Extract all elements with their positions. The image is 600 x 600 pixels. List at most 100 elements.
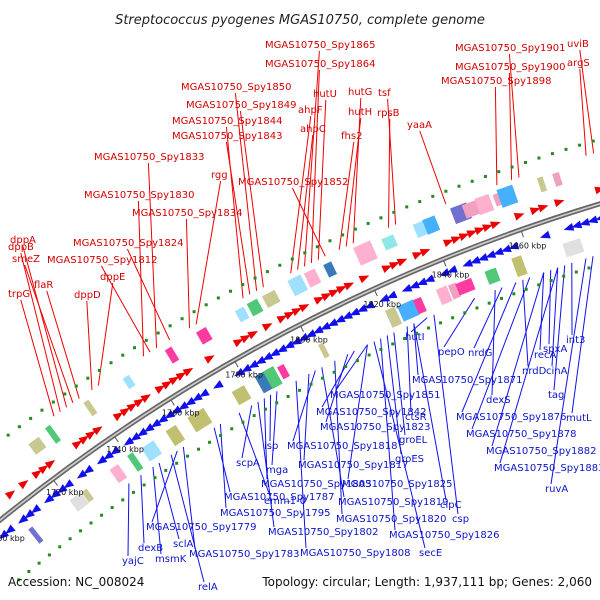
forward-label-line	[147, 162, 158, 349]
forward-gene-label: ahpC	[300, 124, 326, 135]
reverse-gene-label: MGAS10750_Spy1851	[330, 390, 440, 401]
reverse-label-line	[170, 454, 205, 583]
reverse-gene-label: MGAS10750_Spy1783	[189, 549, 299, 560]
forward-gene-label: MGAS10750_Spy1850	[181, 82, 291, 93]
reverse-label-line	[571, 256, 594, 414]
track-inner-dots-dot	[110, 506, 114, 510]
reverse-label-line	[443, 297, 476, 348]
reverse-label-line	[334, 360, 343, 515]
kbp-tick-label: 1760 kbp	[162, 408, 200, 417]
track-inner-dots-dot	[355, 359, 359, 363]
reverse-gene-label: MGAS10750_Spy1802	[268, 527, 378, 538]
forward-gene-arrow	[489, 221, 501, 230]
forward-label-line	[508, 53, 520, 178]
reverse-label-line	[373, 341, 426, 549]
track-outer-dots-dot	[315, 245, 319, 249]
reverse-gene-label: MGAS10750_Spy1795	[220, 508, 330, 519]
reverse-gene-arrow	[144, 423, 155, 432]
reverse-gene-arrow	[409, 280, 420, 289]
reverse-gene-arrow	[24, 509, 35, 519]
reverse-gene-label: MGAS10750_Spy1878	[466, 429, 576, 440]
reverse-gene-arrow	[447, 265, 458, 273]
track-outer-dots-dot	[86, 376, 90, 380]
reverse-gene-label: spxA	[543, 344, 567, 355]
forward-gene-label: MGAS10750_Spy1812	[47, 255, 157, 266]
track-outer-dots-dot	[40, 408, 44, 412]
forward-gene-arrow	[133, 398, 144, 408]
forward-label-line	[508, 72, 513, 180]
forward-gene-arrow	[31, 469, 42, 480]
reverse-gene-label: MGAS10750_Spy1871	[412, 375, 522, 386]
track-inner-dots-dot	[142, 483, 146, 487]
reverse-gene-arrow	[595, 213, 600, 221]
reverse-gene-arrow	[31, 504, 42, 514]
reverse-gene-arrow	[248, 359, 260, 369]
feature-block	[303, 268, 322, 288]
reverse-gene-arrow	[103, 450, 115, 460]
forward-gene-arrow	[232, 338, 244, 348]
kbp-tick-mark	[374, 290, 378, 297]
track-inner-dots-dot	[403, 337, 407, 341]
feature-block	[412, 296, 427, 315]
reverse-label-line	[548, 270, 552, 345]
reverse-gene-arrow	[364, 300, 376, 309]
forward-label-line	[388, 118, 391, 228]
forward-gene-arrow	[474, 227, 485, 235]
forward-label-line	[24, 264, 74, 404]
reverse-gene-label: MGAS10750_Spy1803	[261, 479, 371, 490]
reverse-gene-arrow	[276, 344, 288, 353]
feature-block	[422, 215, 441, 235]
track-outer-dots-dot	[74, 384, 78, 388]
reverse-gene-arrow	[587, 215, 599, 224]
reverse-gene-arrow	[255, 355, 267, 365]
forward-gene-label: MGAS10750_Spy1852	[238, 177, 348, 188]
forward-gene-arrow	[239, 334, 251, 344]
reverse-label-line	[471, 277, 531, 430]
kbp-tick-label: 1840 kbp	[432, 271, 470, 280]
feature-block	[254, 371, 274, 394]
track-outer-dots-dot	[6, 433, 10, 437]
track-inner-dots-dot	[524, 287, 528, 291]
forward-gene-label: MGAS10750_Spy1844	[172, 116, 282, 127]
forward-gene-arrow	[276, 315, 288, 324]
reverse-gene-arrow	[50, 489, 61, 499]
track-outer-dots-dot	[17, 425, 21, 429]
forward-gene-label: dppD	[74, 290, 101, 301]
reverse-gene-arrow	[320, 321, 332, 330]
reverse-label-line	[473, 287, 503, 349]
track-outer-dots-dot	[341, 233, 345, 237]
reverse-label-line	[213, 427, 231, 493]
reverse-gene-label: ruvA	[545, 484, 568, 495]
forward-gene-arrow	[161, 380, 173, 390]
forward-gene-label: MGAS10750_Spy1843	[172, 131, 282, 142]
reverse-gene-arrow	[164, 409, 176, 419]
forward-gene-arrow	[594, 186, 600, 195]
forward-gene-label: rgg	[211, 170, 228, 181]
kbp-tick-mark	[170, 399, 175, 406]
track-outer-dots-dot	[578, 143, 582, 147]
forward-label-line	[20, 299, 55, 417]
forward-label-line	[387, 98, 397, 225]
reverse-gene-arrow	[0, 529, 10, 540]
track-inner-dots-dot	[499, 296, 503, 300]
track-inner-dots-dot	[309, 382, 313, 386]
reverse-gene-arrow	[137, 427, 148, 437]
reverse-label-line	[461, 282, 517, 413]
feature-block	[83, 399, 98, 417]
reverse-gene-label: MGAS10750_Spy1876	[456, 412, 566, 423]
kbp-tick-mark	[300, 326, 304, 332]
forward-gene-arrow	[553, 199, 565, 208]
forward-gene-arrow	[482, 224, 493, 233]
track-outer-dots-dot	[121, 353, 125, 357]
feature-block	[484, 267, 501, 285]
feature-block	[69, 491, 90, 512]
forward-gene-arrow	[168, 376, 180, 386]
forward-gene-label: hutG	[348, 87, 372, 98]
forward-gene-label: MGAS10750_Spy1865	[265, 40, 375, 51]
forward-gene-label: smeZ	[12, 254, 40, 265]
track-inner-dots-dot	[263, 407, 267, 411]
forward-gene-arrow	[320, 293, 332, 302]
track-inner-dots-dot	[298, 388, 302, 392]
reverse-label-line	[182, 446, 196, 550]
reverse-gene-arrow	[401, 284, 413, 292]
